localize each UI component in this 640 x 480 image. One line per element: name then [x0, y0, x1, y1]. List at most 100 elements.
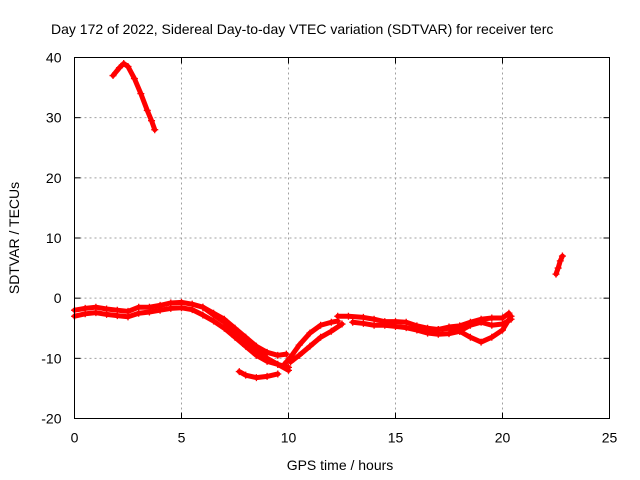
data-point	[556, 257, 564, 265]
data-point	[81, 310, 89, 318]
data-point	[263, 354, 271, 362]
data-series	[71, 60, 566, 382]
data-point	[252, 351, 260, 359]
data-point	[120, 60, 128, 68]
data-point	[327, 318, 335, 326]
data-point	[359, 313, 367, 321]
data-point	[242, 336, 250, 344]
grid	[74, 57, 610, 419]
data-point	[295, 341, 303, 349]
x-tick-label: 25	[602, 430, 618, 446]
data-point	[344, 312, 352, 320]
x-tick-label: 5	[178, 430, 186, 446]
data-point	[349, 318, 357, 326]
data-point	[456, 327, 464, 335]
data-point	[317, 333, 325, 341]
chart-title: Day 172 of 2022, Sidereal Day-to-day VTE…	[51, 21, 553, 37]
x-axis-label: GPS time / hours	[287, 457, 394, 473]
data-point	[220, 324, 228, 332]
data-point	[242, 342, 250, 350]
data-point	[334, 312, 342, 320]
data-point	[477, 318, 485, 326]
y-tick-label: 30	[46, 110, 62, 126]
data-point	[285, 366, 292, 374]
data-point	[188, 306, 196, 314]
data-point	[338, 320, 346, 328]
x-tick-label: 0	[71, 430, 79, 446]
data-point	[135, 303, 143, 311]
data-point	[370, 321, 378, 329]
data-point	[252, 374, 260, 382]
series-track-10	[424, 312, 515, 346]
y-tick-label: 20	[46, 170, 62, 186]
data-point	[282, 350, 290, 358]
data-point	[263, 372, 271, 380]
data-point	[235, 368, 243, 376]
data-point	[274, 360, 282, 368]
data-point	[148, 117, 156, 125]
data-point	[413, 326, 421, 334]
data-point	[392, 322, 399, 330]
data-point	[327, 327, 335, 335]
data-point	[370, 315, 378, 323]
axes: 0 5 10 15 20 25 -20 -10 0 10 20 30 40	[41, 50, 617, 446]
series-track-7	[287, 320, 346, 366]
data-point	[274, 351, 282, 359]
data-point	[231, 333, 239, 341]
plot-frame	[74, 57, 610, 419]
data-point	[199, 303, 207, 311]
series-line	[110, 61, 158, 133]
data-point	[145, 308, 153, 316]
data-point	[210, 311, 218, 319]
data-point	[130, 75, 138, 83]
series-track-4	[199, 303, 292, 374]
data-point	[552, 270, 560, 278]
data-point	[151, 126, 159, 134]
data-point	[499, 314, 506, 322]
series-line	[350, 316, 514, 337]
series-track-11	[552, 252, 566, 278]
data-point	[167, 304, 175, 312]
data-point	[317, 321, 325, 329]
data-point	[124, 63, 132, 71]
data-point	[263, 348, 271, 356]
data-point	[137, 90, 145, 98]
data-point	[115, 64, 123, 72]
data-point	[434, 325, 442, 333]
data-point	[220, 318, 228, 326]
data-point	[445, 324, 453, 332]
data-point	[287, 358, 295, 366]
data-point	[488, 314, 496, 322]
x-tick-label: 10	[281, 430, 297, 446]
data-point	[135, 309, 143, 317]
data-point	[199, 311, 207, 319]
data-point	[280, 360, 288, 368]
data-point	[156, 306, 164, 314]
y-tick-label: -20	[41, 411, 61, 427]
series-line	[288, 321, 345, 365]
data-point	[466, 321, 474, 329]
data-point	[402, 324, 410, 332]
data-point	[306, 342, 314, 350]
data-point	[231, 327, 239, 335]
y-tick-label: 40	[46, 50, 62, 66]
data-point	[92, 309, 100, 317]
data-point	[488, 321, 496, 329]
data-point	[499, 326, 506, 334]
series-track-6	[280, 317, 342, 368]
data-point	[252, 345, 260, 353]
data-point	[274, 370, 282, 378]
series-line	[553, 253, 565, 277]
data-point	[124, 313, 132, 321]
data-point	[242, 371, 250, 379]
data-point	[103, 310, 111, 318]
data-point	[210, 317, 218, 325]
data-point	[178, 304, 185, 312]
data-point	[554, 264, 562, 272]
x-tick-label: 15	[388, 430, 404, 446]
data-point	[359, 319, 367, 327]
series-track-5	[235, 368, 282, 382]
data-point	[466, 333, 474, 341]
data-point	[109, 72, 117, 80]
